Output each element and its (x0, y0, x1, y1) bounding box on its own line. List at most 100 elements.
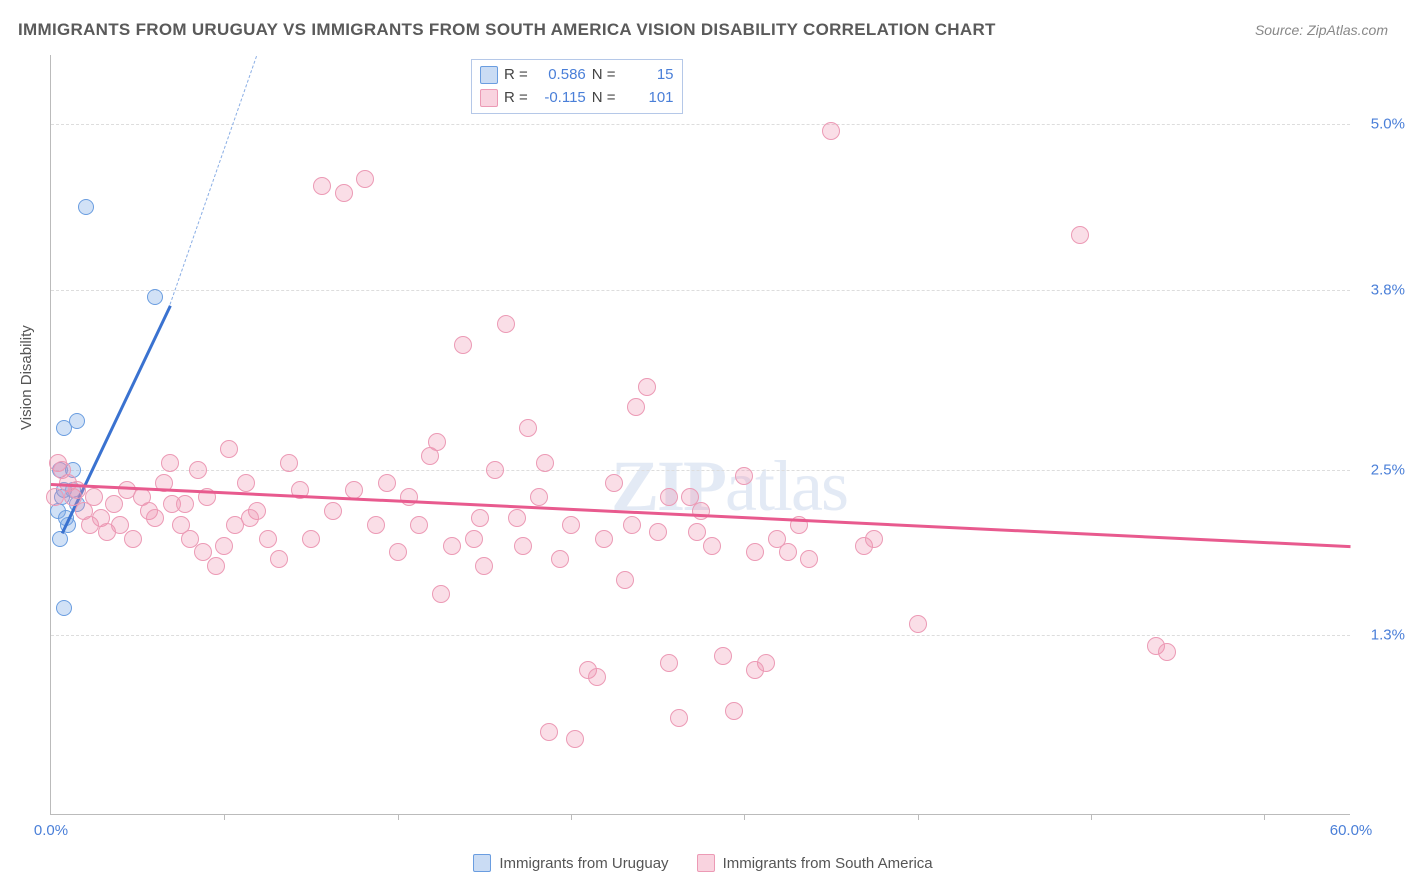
swatch-blue (480, 66, 498, 84)
data-point (746, 661, 764, 679)
data-point (367, 516, 385, 534)
swatch-pink (697, 854, 715, 872)
data-point (428, 433, 446, 451)
data-point (616, 571, 634, 589)
data-point (508, 509, 526, 527)
data-point (259, 530, 277, 548)
data-point (660, 654, 678, 672)
y-axis-label: Vision Disability (18, 325, 35, 430)
legend-label-uruguay: Immigrants from Uruguay (499, 855, 668, 872)
x-tick-mark (744, 814, 745, 820)
data-point (514, 537, 532, 555)
y-tick-label: 1.3% (1371, 627, 1405, 644)
data-point (454, 336, 472, 354)
data-point (313, 177, 331, 195)
data-point (519, 419, 537, 437)
n-value-uruguay: 15 (622, 64, 674, 87)
chart-title: IMMIGRANTS FROM URUGUAY VS IMMIGRANTS FR… (18, 20, 996, 40)
data-point (725, 702, 743, 720)
data-point (443, 537, 461, 555)
data-point (147, 289, 163, 305)
y-tick-label: 5.0% (1371, 116, 1405, 133)
gridline (51, 290, 1350, 291)
y-tick-label: 3.8% (1371, 281, 1405, 298)
x-tick-label: 60.0% (1330, 822, 1373, 839)
data-point (660, 488, 678, 506)
x-tick-mark (918, 814, 919, 820)
data-point (746, 543, 764, 561)
data-point (588, 668, 606, 686)
data-point (540, 723, 558, 741)
data-point (1071, 226, 1089, 244)
data-point (237, 474, 255, 492)
data-point (220, 440, 238, 458)
data-point (638, 378, 656, 396)
y-tick-label: 2.5% (1371, 461, 1405, 478)
source-label: Source: ZipAtlas.com (1255, 22, 1388, 38)
x-tick-mark (571, 814, 572, 820)
legend-item-south-america: Immigrants from South America (697, 854, 933, 872)
r-value-sa: -0.115 (534, 87, 586, 110)
data-point (215, 537, 233, 555)
data-point (595, 530, 613, 548)
data-point (703, 537, 721, 555)
data-point (324, 502, 342, 520)
data-point (161, 454, 179, 472)
data-point (432, 585, 450, 603)
data-point (389, 543, 407, 561)
data-point (241, 509, 259, 527)
data-point (378, 474, 396, 492)
data-point (194, 543, 212, 561)
data-point (302, 530, 320, 548)
x-tick-mark (1091, 814, 1092, 820)
data-point (536, 454, 554, 472)
swatch-blue (473, 854, 491, 872)
data-point (69, 413, 85, 429)
stats-row-uruguay: R = 0.586 N = 15 (480, 64, 674, 87)
data-point (605, 474, 623, 492)
trend-line-dashed (170, 55, 258, 304)
data-point (530, 488, 548, 506)
data-point (280, 454, 298, 472)
gridline (51, 635, 1350, 636)
data-point (471, 509, 489, 527)
r-label: R = (504, 64, 528, 87)
data-point (779, 543, 797, 561)
data-point (822, 122, 840, 140)
data-point (670, 709, 688, 727)
data-point (146, 509, 164, 527)
data-point (124, 530, 142, 548)
data-point (497, 315, 515, 333)
bottom-legend: Immigrants from Uruguay Immigrants from … (0, 854, 1406, 872)
data-point (78, 199, 94, 215)
data-point (566, 730, 584, 748)
data-point (207, 557, 225, 575)
data-point (465, 530, 483, 548)
data-point (649, 523, 667, 541)
data-point (909, 615, 927, 633)
r-value-uruguay: 0.586 (534, 64, 586, 87)
data-point (176, 495, 194, 513)
data-point (270, 550, 288, 568)
stats-row-south-america: R = -0.115 N = 101 (480, 87, 674, 110)
data-point (410, 516, 428, 534)
data-point (865, 530, 883, 548)
x-tick-label: 0.0% (34, 822, 68, 839)
r-label: R = (504, 87, 528, 110)
data-point (335, 184, 353, 202)
data-point (1158, 643, 1176, 661)
n-label: N = (592, 87, 616, 110)
data-point (486, 461, 504, 479)
data-point (623, 516, 641, 534)
data-point (46, 488, 64, 506)
data-point (475, 557, 493, 575)
data-point (56, 600, 72, 616)
swatch-pink (480, 89, 498, 107)
data-point (551, 550, 569, 568)
gridline (51, 470, 1350, 471)
data-point (400, 488, 418, 506)
data-point (735, 467, 753, 485)
data-point (356, 170, 374, 188)
plot-area: ZIPatlas R = 0.586 N = 15 R = -0.115 N =… (50, 55, 1350, 815)
n-value-sa: 101 (622, 87, 674, 110)
